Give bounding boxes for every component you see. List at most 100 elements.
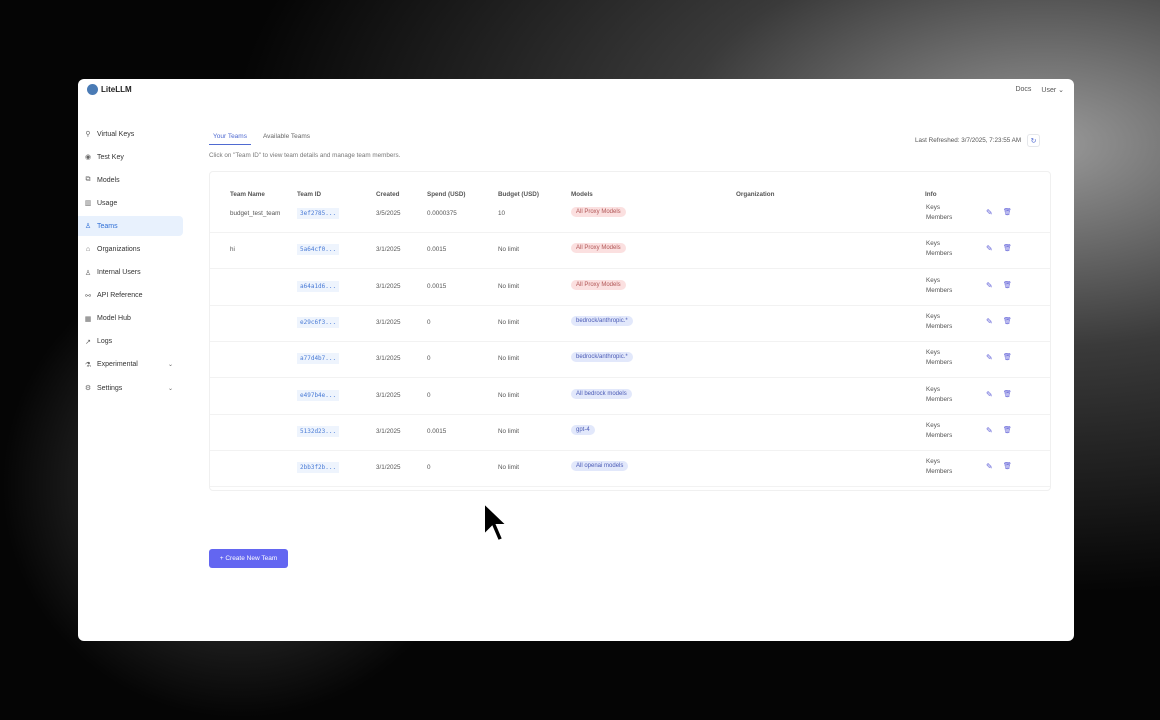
table-row: e29c6f3... 3/1/2025 0 No limit bedrock/anthr… (210, 306, 1050, 342)
logo-icon (87, 84, 98, 95)
sidebar-item-test-key[interactable]: ◉ Test Key (78, 147, 183, 167)
trash-icon[interactable]: 🗑 (1003, 426, 1012, 434)
edit-icon[interactable]: ✎ (986, 244, 993, 254)
model-badge: gpt-4 (571, 424, 595, 435)
team-id-link[interactable]: e497b4e... (297, 389, 340, 401)
created-date: 3/1/2025 (376, 464, 401, 472)
sidebar-item-label: Models (97, 176, 120, 184)
team-id-link[interactable]: a77d4b7... (297, 353, 340, 365)
model-badge: All bedrock models (571, 388, 632, 399)
tab-your-teams[interactable]: Your Teams (209, 133, 251, 145)
sidebar-item-label: Organizations (97, 245, 141, 253)
sidebar-item-label: Experimental (97, 361, 138, 369)
settings-icon: ⚙ (84, 385, 92, 393)
keys-label: Keys (926, 349, 940, 357)
spend-value: 0.0015 (427, 246, 447, 254)
trash-icon[interactable]: 🗑 (1003, 390, 1012, 398)
budget-value: No limit (498, 246, 519, 254)
column-header: Team Name (230, 191, 265, 198)
edit-icon[interactable]: ✎ (986, 208, 993, 217)
table-row: a64a1d6... 3/1/2025 0.0015 No limit All Prox… (210, 270, 1050, 306)
members-label: Members (926, 250, 953, 258)
edit-icon[interactable]: ✎ (986, 389, 993, 399)
sidebar-item-experimental[interactable]: ⚗ Experimental ⌄ (78, 355, 183, 375)
trash-icon[interactable]: 🗑 (1003, 245, 1012, 253)
info-cell: Keys Members (926, 421, 952, 441)
mouse-cursor-icon (483, 501, 508, 543)
sidebar-item-organizations[interactable]: ⌂ Organizations (78, 239, 183, 259)
budget-value: No limit (498, 355, 519, 363)
column-header: Team ID (297, 191, 322, 198)
created-date: 3/1/2025 (376, 282, 401, 290)
trash-icon[interactable]: 🗑 (1003, 354, 1012, 362)
info-cell: Keys Members (926, 385, 952, 405)
budget-value: No limit (498, 464, 519, 472)
members-label: Members (926, 322, 953, 330)
sidebar-item-teams[interactable]: ♙ Teams (78, 216, 183, 237)
sidebar-item-virtual-keys[interactable]: ⚲ Virtual Keys (78, 124, 183, 144)
sidebar-item-model-hub[interactable]: ▦ Model Hub (78, 309, 183, 329)
trash-icon[interactable]: 🗑 (1003, 281, 1012, 289)
edit-icon[interactable]: ✎ (986, 280, 993, 290)
play-circle-icon: ◉ (84, 154, 92, 162)
spend-value: 0.0015 (427, 282, 447, 290)
edit-icon[interactable]: ✎ (986, 425, 993, 435)
sidebar-item-usage[interactable]: ▥ Usage (78, 193, 183, 213)
model-badge: bedrock/anthropic.* (571, 352, 633, 363)
line-chart-icon: ↗ (85, 338, 91, 346)
sidebar-item-label: Model Hub (97, 315, 131, 323)
info-cell: Keys Members (926, 457, 952, 477)
sidebar-item-label: Test Key (97, 153, 124, 161)
user-menu[interactable]: User ⌄ (1041, 86, 1064, 94)
tab-available-teams[interactable]: Available Teams (262, 133, 311, 140)
create-team-button[interactable]: + Create New Team (209, 549, 288, 568)
table-row: 5132d23... 3/1/2025 0.0015 No limit gpt-4 Key… (210, 415, 1050, 451)
keys-label: Keys (926, 276, 940, 284)
docs-link[interactable]: Docs (1015, 86, 1032, 93)
sidebar-item-label: Logs (97, 338, 113, 346)
table-row: hi 5a64cf0... 3/1/2025 0.0015 No limit All Pr… (210, 233, 1050, 270)
table-row: a77d4b7... 3/1/2025 0 No limit bedrock/anthr… (210, 342, 1050, 379)
trash-icon[interactable]: 🗑 (1003, 209, 1012, 216)
refresh-button[interactable]: ↻ (1027, 134, 1041, 147)
spend-value: 0 (427, 391, 431, 399)
edit-icon[interactable]: ✎ (986, 353, 993, 363)
spend-value: 0.0000375 (427, 210, 457, 217)
edit-icon[interactable]: ✎ (986, 316, 993, 326)
team-id-link[interactable]: a64a1d6... (297, 280, 340, 292)
column-header: Info (925, 191, 937, 198)
blocks-icon: ⧉ (85, 176, 91, 184)
sidebar-item-models[interactable]: ⧉ Models (78, 170, 183, 190)
bar-chart-icon: ▥ (84, 200, 92, 208)
experiment-icon: ⚗ (84, 361, 92, 369)
info-cell: Keys Members (926, 348, 952, 368)
budget-value: No limit (498, 282, 519, 290)
team-icon: ♙ (84, 223, 92, 231)
team-id-link[interactable]: 3ef2785... (297, 208, 340, 219)
team-id-link[interactable]: e29c6f3... (297, 316, 340, 328)
logo[interactable]: LiteLLM (87, 84, 132, 95)
trash-icon[interactable]: 🗑 (1003, 463, 1012, 471)
sidebar-item-settings[interactable]: ⚙ Settings ⌄ (78, 378, 183, 398)
members-label: Members (926, 431, 953, 439)
edit-icon[interactable]: ✎ (986, 462, 993, 472)
spend-value: 0 (427, 318, 431, 326)
sidebar-item-internal-users[interactable]: ♙ Internal Users (78, 263, 183, 283)
table-row: 2bb3f2b... 3/1/2025 0 No limit All openai mo… (210, 451, 1050, 488)
created-date: 3/1/2025 (376, 427, 401, 435)
budget-value: No limit (498, 427, 519, 435)
trash-icon[interactable]: 🗑 (1003, 317, 1012, 325)
members-label: Members (926, 359, 953, 367)
team-name: hi (230, 246, 235, 254)
team-id-link[interactable]: 5132d23... (297, 425, 340, 437)
sidebar-item-logs[interactable]: ↗ Logs (78, 332, 183, 352)
sidebar-item-api-reference[interactable]: ⚯ API Reference (78, 286, 183, 306)
sidebar-item-label: Virtual Keys (97, 130, 135, 138)
sidebar-item-label: Settings (97, 384, 123, 392)
team-id-link[interactable]: 5a64cf0... (297, 244, 340, 256)
members-label: Members (926, 214, 953, 221)
column-header: Created (376, 191, 400, 198)
team-id-link[interactable]: 2bb3f2b... (297, 462, 340, 474)
sidebar-item-label: API Reference (97, 292, 143, 300)
column-header: Organization (736, 191, 775, 198)
